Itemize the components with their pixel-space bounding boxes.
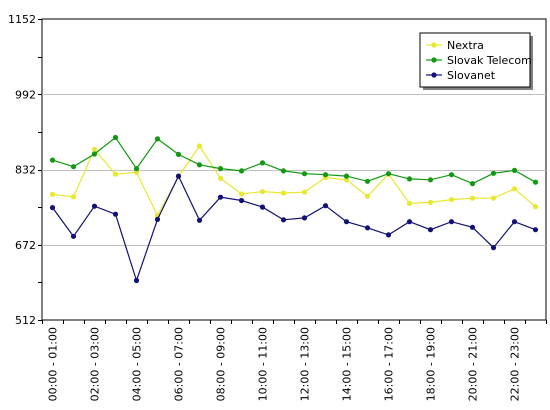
data-point-nextra [301, 189, 308, 195]
data-point-slovak-telecom [364, 178, 371, 184]
x-tick-label: 04:00 - 05:00 [131, 327, 144, 401]
data-point-slovanet [91, 203, 98, 209]
legend-swatch-marker [431, 72, 437, 78]
data-point-slovanet [70, 233, 77, 239]
data-point-nextra [532, 204, 539, 210]
data-point-slovak-telecom [427, 177, 434, 183]
x-tick-label: 06:00 - 07:00 [173, 327, 186, 401]
data-point-slovanet [490, 245, 497, 251]
data-point-slovak-telecom [448, 172, 455, 178]
data-point-slovanet [238, 197, 245, 204]
data-point-slovanet [259, 204, 266, 210]
data-point-slovak-telecom [154, 136, 161, 142]
data-point-slovanet [133, 277, 140, 284]
data-point-slovanet [280, 217, 287, 223]
data-point-slovak-telecom [280, 168, 287, 174]
data-point-nextra [133, 169, 140, 175]
y-tick-label: 1152 [8, 13, 36, 26]
x-tick-label: 18:00 - 19:00 [425, 327, 438, 401]
data-point-nextra [490, 195, 497, 201]
x-tick-label: 22:00 - 23:00 [509, 327, 522, 401]
data-point-slovak-telecom [301, 171, 308, 177]
data-point-nextra [49, 191, 56, 197]
x-tick-label: 16:00 - 17:00 [383, 327, 396, 401]
data-point-slovak-telecom [91, 151, 98, 157]
data-point-slovak-telecom [406, 176, 413, 182]
x-tick-label: 02:00 - 03:00 [89, 327, 102, 401]
data-point-slovanet [196, 217, 203, 223]
data-point-nextra [196, 143, 203, 149]
data-point-nextra [112, 171, 119, 177]
data-point-slovak-telecom [511, 167, 518, 173]
axes: 512 672 832 992 1152 00:00 - 01:00 02:00 - 03:… [8, 13, 547, 401]
data-point-slovanet [448, 219, 455, 225]
y-tick-label: 512 [15, 314, 36, 327]
y-tick-label: 992 [15, 88, 36, 101]
data-point-nextra [280, 190, 287, 196]
data-point-slovanet [469, 224, 476, 230]
x-tick-label: 00:00 - 01:00 [47, 327, 60, 401]
data-point-slovanet [532, 227, 539, 233]
data-point-nextra [406, 200, 413, 206]
data-point-slovak-telecom [196, 162, 203, 168]
data-point-nextra [70, 194, 77, 200]
data-point-nextra [427, 199, 434, 205]
legend-label: Nextra [447, 39, 484, 52]
data-point-slovak-telecom [532, 179, 539, 185]
data-point-slovanet [343, 219, 350, 225]
x-tick-label: 08:00 - 09:00 [215, 327, 228, 401]
x-tick-label: 14:00 - 15:00 [341, 327, 354, 401]
data-point-nextra [91, 146, 98, 152]
series-layer [49, 134, 539, 284]
legend: Nextra Slovak Telecom Slovanet [419, 32, 533, 90]
data-point-slovak-telecom [238, 168, 245, 174]
data-point-slovanet [175, 173, 182, 179]
data-point-slovak-telecom [469, 181, 476, 187]
x-tick-label: 10:00 - 11:00 [257, 327, 270, 401]
data-point-slovanet [385, 232, 392, 238]
x-tick-label: 20:00 - 21:00 [467, 327, 480, 401]
data-point-slovak-telecom [112, 134, 119, 141]
series-line-slovanet [52, 174, 536, 283]
data-point-nextra [343, 177, 350, 183]
data-point-slovanet [406, 219, 413, 225]
data-point-slovanet [154, 216, 161, 222]
data-point-nextra [364, 193, 371, 199]
data-point-slovanet [49, 205, 56, 211]
legend-swatch-marker [431, 42, 437, 48]
series-line-nextra [52, 144, 536, 217]
data-point-slovak-telecom [217, 166, 224, 172]
legend-label: Slovak Telecom [447, 54, 532, 67]
data-point-nextra [217, 175, 224, 181]
data-point-slovak-telecom [70, 164, 77, 170]
legend-swatch-marker [431, 57, 437, 63]
data-point-slovak-telecom [49, 157, 56, 163]
data-point-slovanet [112, 211, 119, 217]
data-point-slovanet [322, 203, 329, 209]
data-point-slovak-telecom [322, 172, 329, 178]
data-point-slovanet [511, 219, 518, 225]
data-point-slovanet [301, 215, 308, 221]
data-point-slovak-telecom [490, 170, 497, 176]
data-point-nextra [448, 197, 455, 203]
data-point-slovak-telecom [133, 166, 140, 172]
data-point-slovak-telecom [259, 160, 266, 166]
y-tick-label: 672 [15, 239, 36, 252]
data-point-nextra [469, 195, 476, 201]
data-point-nextra [238, 191, 245, 197]
data-point-slovanet [364, 225, 371, 231]
data-point-nextra [259, 189, 266, 195]
data-point-slovanet [427, 227, 434, 233]
data-point-slovak-telecom [343, 173, 350, 179]
data-point-slovanet [217, 194, 224, 200]
y-tick-label: 832 [15, 164, 36, 177]
x-tick-label: 12:00 - 13:00 [299, 327, 312, 401]
legend-label: Slovanet [447, 69, 496, 82]
series-line-slovak-telecom [52, 136, 536, 185]
data-point-nextra [511, 186, 518, 192]
data-point-slovak-telecom [385, 171, 392, 177]
data-point-slovak-telecom [175, 151, 182, 157]
